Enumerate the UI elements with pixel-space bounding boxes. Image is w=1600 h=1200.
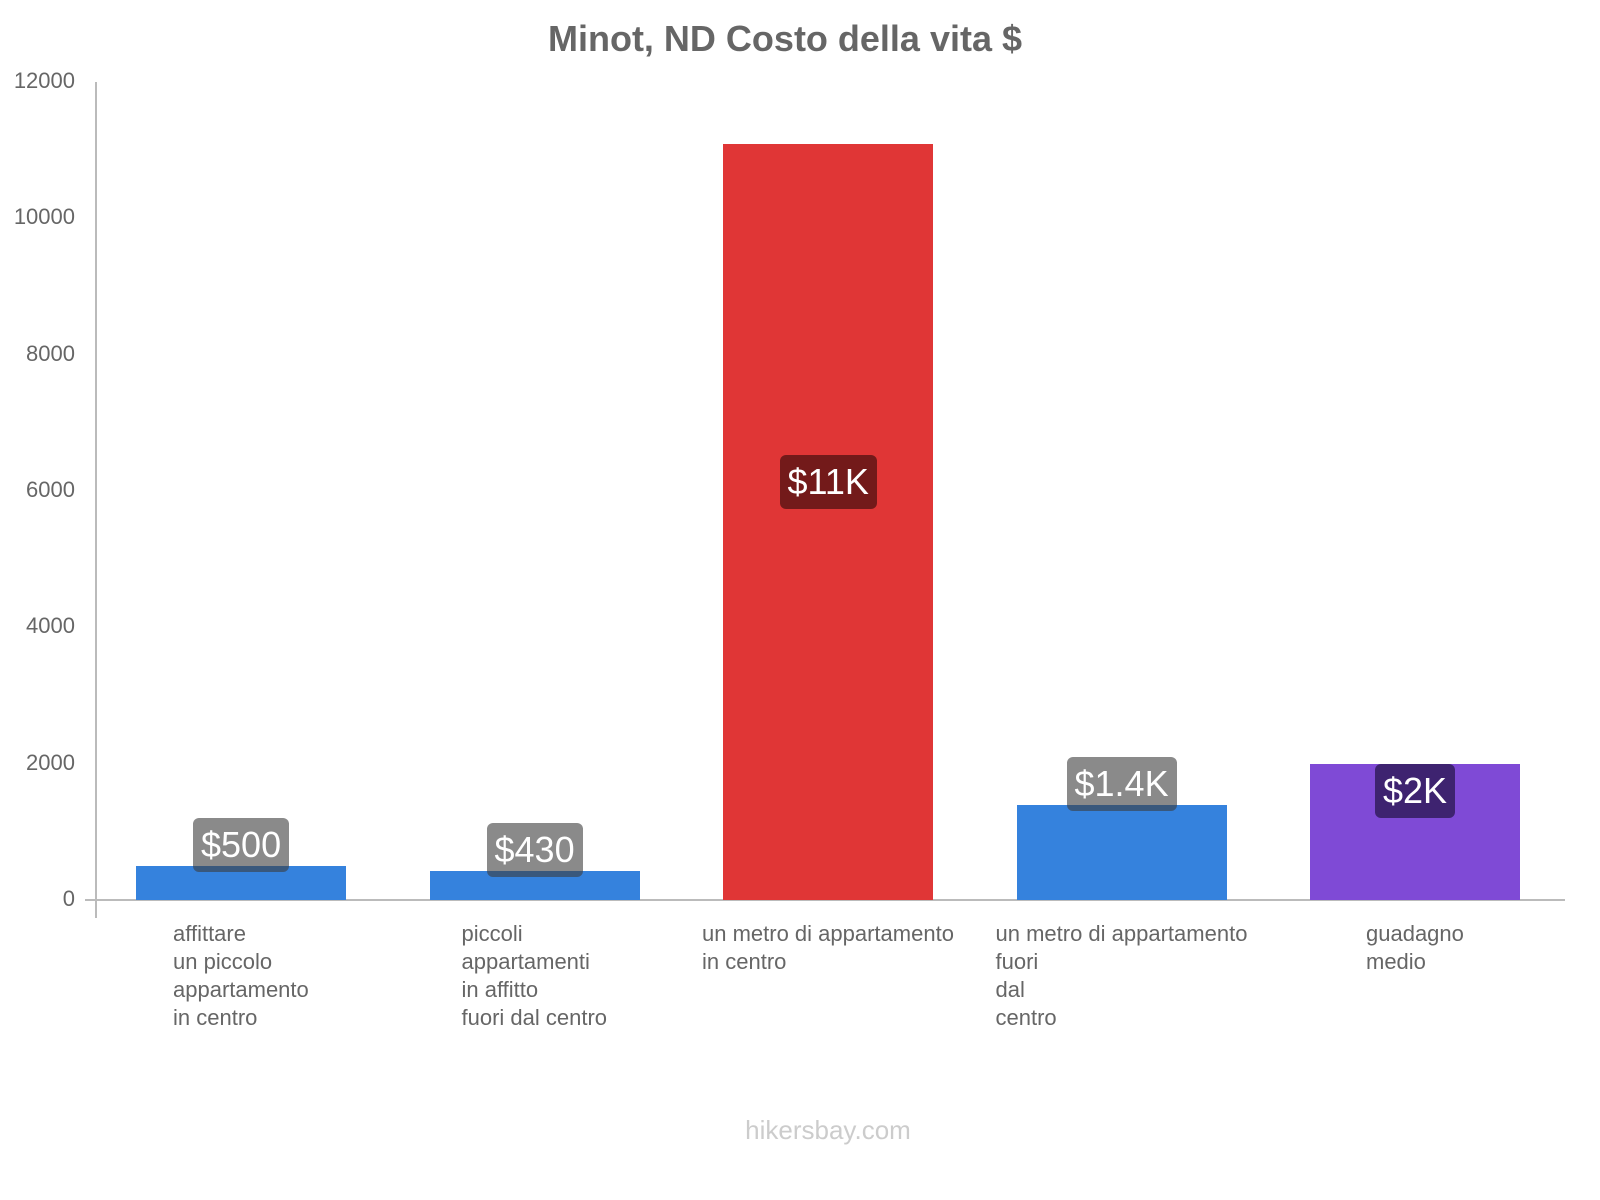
x-axis [85, 899, 1565, 901]
bar [1016, 805, 1227, 900]
category-label: un metro di appartamento fuori dal centr… [995, 921, 1248, 1030]
y-tick-label: 10000 [13, 204, 75, 230]
y-tick-label: 6000 [26, 477, 75, 502]
y-tick-label: 8000 [26, 340, 75, 366]
footer-watermark: hikersbay.com [745, 1115, 911, 1145]
category-label: un metro di appartamento in centro [702, 921, 954, 974]
y-axis [95, 82, 97, 918]
category-label: guadagno medio [1366, 921, 1464, 974]
chart-title: Minot, ND Costo della vita $ [547, 18, 1023, 59]
y-tick-label: 2000 [26, 749, 75, 775]
category-label: affittare un piccolo appartamento in cen… [173, 921, 309, 1030]
bar-value-label: $1.4K [1066, 757, 1177, 812]
bar-value-label: $11K [779, 455, 877, 509]
y-tick-label: 4000 [26, 613, 75, 639]
category-label: piccoli appartamenti in affitto fuori da… [461, 921, 608, 1030]
bar-value-label: $500 [193, 817, 290, 872]
y-tick-label: 12000 [13, 68, 75, 93]
y-tick-label: 0 [62, 886, 75, 911]
bar-value-label: $430 [486, 822, 583, 877]
bar [723, 144, 933, 900]
bar-value-label: $2K [1375, 764, 1456, 818]
